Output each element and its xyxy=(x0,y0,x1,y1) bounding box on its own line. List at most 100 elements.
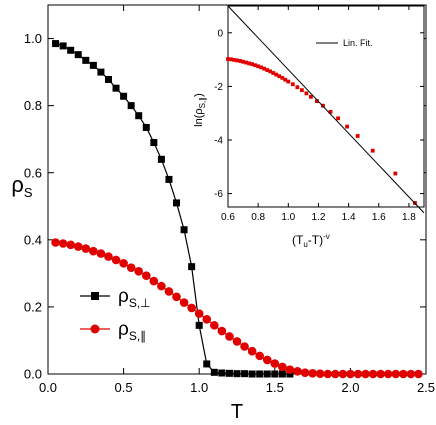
data-point xyxy=(58,239,68,248)
data-point xyxy=(399,369,408,379)
data-point xyxy=(255,351,264,361)
data-point xyxy=(195,321,203,329)
data-point xyxy=(256,370,264,378)
data-point xyxy=(309,94,313,99)
y-tick-label: 0.2 xyxy=(24,299,42,314)
inset-legend-label: Lin. Fit. xyxy=(343,38,373,48)
data-point xyxy=(265,68,270,72)
x-tick-label: 1.0 xyxy=(281,212,295,223)
legend-item-perp: ρS,⊥ xyxy=(80,286,151,310)
data-point xyxy=(202,315,212,324)
x-tick-label: 0.8 xyxy=(251,212,265,223)
y-tick-label: -2 xyxy=(214,82,223,93)
data-point xyxy=(210,321,219,330)
data-point xyxy=(111,255,121,265)
data-point xyxy=(250,62,255,67)
data-point xyxy=(253,63,258,68)
data-point xyxy=(286,79,291,84)
inset-plot-frame xyxy=(227,5,425,208)
data-point xyxy=(233,370,241,378)
data-point xyxy=(244,60,248,65)
data-point xyxy=(127,102,135,110)
inset-y-label-b: ) xyxy=(193,93,205,97)
data-point xyxy=(126,263,136,272)
legend-label-perp-name: ρ xyxy=(118,286,129,307)
data-point xyxy=(51,238,60,247)
data-point xyxy=(66,240,75,250)
data-point xyxy=(180,226,188,234)
data-point xyxy=(268,69,273,74)
data-point xyxy=(89,246,98,256)
inset-ticks: 0.6 0.8 1.0 1.2 1.4 1.6 1.8 0 -2 -4 -6 xyxy=(214,6,424,223)
y-tick-label: 0.0 xyxy=(24,367,42,382)
data-point xyxy=(259,65,264,70)
data-point xyxy=(247,61,252,66)
data-point xyxy=(240,342,249,351)
data-point xyxy=(52,40,60,48)
data-point xyxy=(376,369,385,379)
data-point xyxy=(285,365,295,374)
data-point xyxy=(353,369,363,379)
data-point xyxy=(308,369,317,378)
legend-label-par-name: ρ xyxy=(118,319,129,340)
data-point xyxy=(247,346,257,356)
data-point xyxy=(414,369,423,379)
x-tick-label: 1.2 xyxy=(312,212,326,223)
main-legend: ρS,⊥ ρS,∥ xyxy=(80,286,151,343)
data-point xyxy=(157,155,165,163)
data-point xyxy=(210,368,218,376)
data-point xyxy=(238,59,242,63)
main-ticks: 0.0 0.5 1.0 1.5 2.0 2.5 0.0 0.2 0.4 0.6 0.8 1.0 xyxy=(24,5,435,395)
data-point xyxy=(119,259,128,268)
data-point xyxy=(73,242,83,251)
data-point xyxy=(173,199,181,207)
data-point xyxy=(345,124,350,129)
y-tick-label: 0 xyxy=(217,28,223,39)
data-point xyxy=(194,309,204,318)
data-point xyxy=(393,171,398,176)
legend-marker-par xyxy=(90,324,100,334)
x-tick-label: 1.4 xyxy=(342,212,356,223)
data-point xyxy=(142,123,150,131)
data-point xyxy=(218,369,226,377)
main-chart: 0.0 0.5 1.0 1.5 2.0 2.5 0.0 0.2 0.4 0.6 0.8 1.0 T ρ… xyxy=(11,4,435,423)
inset-x-label-sup: -ν xyxy=(323,232,330,241)
main-series xyxy=(51,40,423,379)
data-point xyxy=(290,82,295,87)
data-point xyxy=(278,362,287,372)
series-line-1 xyxy=(55,241,419,375)
x-tick-label: 1.8 xyxy=(402,212,416,223)
data-point xyxy=(89,61,97,69)
data-point xyxy=(330,369,340,379)
data-point xyxy=(74,51,82,59)
data-point xyxy=(346,369,355,379)
data-point xyxy=(280,75,285,80)
data-point xyxy=(172,292,181,302)
main-y-axis-label: ρS xyxy=(11,172,33,200)
data-point xyxy=(59,42,67,50)
main-y-axis-label-rho: ρ xyxy=(11,172,24,197)
data-point xyxy=(150,139,158,147)
data-point xyxy=(361,369,370,379)
y-tick-label: 0.6 xyxy=(24,165,42,180)
data-point xyxy=(368,369,378,379)
inset-chart: 0.6 0.8 1.0 1.2 1.4 1.6 1.8 0 -2 -4 -6 (Tu-T)-ν ln… xyxy=(193,5,425,249)
series-line-1 xyxy=(227,5,425,214)
data-point xyxy=(225,369,233,377)
data-point xyxy=(226,57,230,61)
data-point xyxy=(286,370,294,378)
legend-item-par: ρS,∥ xyxy=(80,319,146,343)
data-point xyxy=(120,92,128,100)
data-point xyxy=(241,370,249,378)
inset-x-label-b: -T) xyxy=(308,233,323,247)
data-point xyxy=(134,267,144,276)
data-point xyxy=(304,91,309,96)
data-point xyxy=(97,68,105,76)
data-point xyxy=(179,298,189,307)
x-tick-label: 0.6 xyxy=(221,212,235,223)
data-point xyxy=(262,355,272,365)
data-point xyxy=(188,263,196,271)
data-point xyxy=(82,56,90,64)
data-point xyxy=(274,72,279,77)
